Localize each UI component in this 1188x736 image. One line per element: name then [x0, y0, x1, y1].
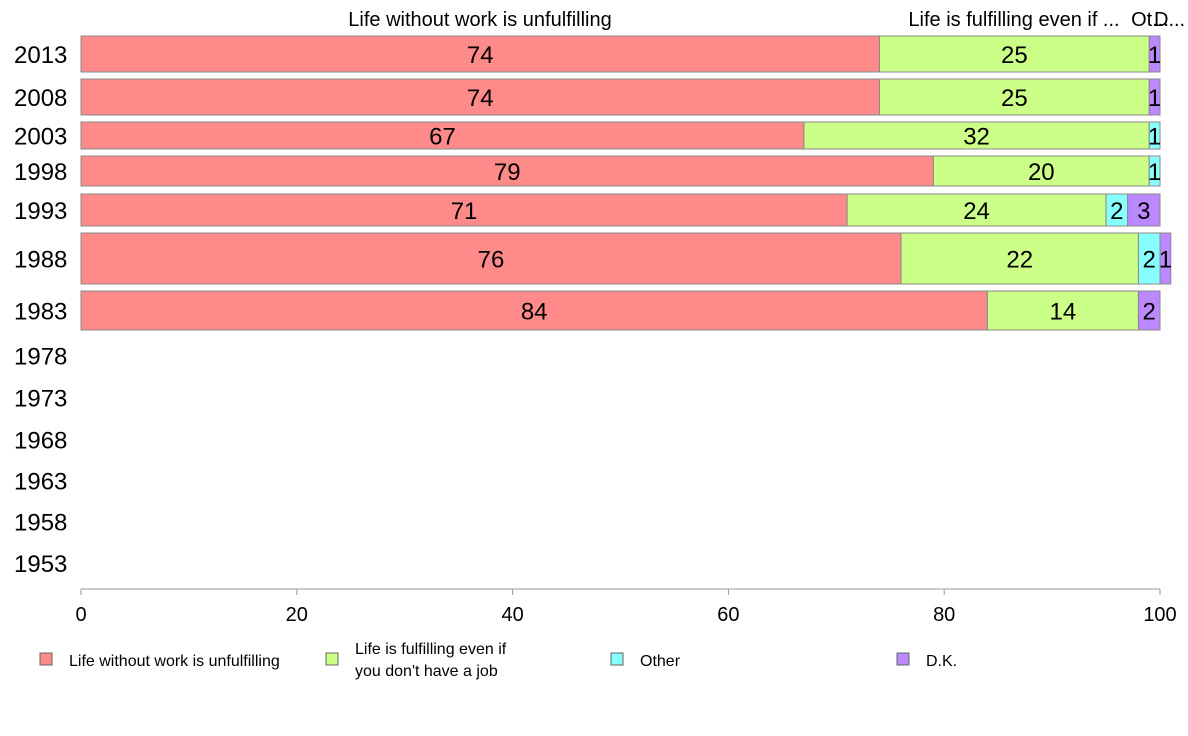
bar-segment	[80, 290, 988, 331]
bar-segment	[900, 232, 1139, 285]
bar-value-label: 20	[1028, 159, 1055, 186]
bar-value-label: 67	[429, 124, 456, 151]
legend-label: Other	[640, 653, 681, 670]
bar-segment	[80, 155, 934, 187]
y-axis-label: 1998	[14, 159, 67, 186]
bar-value-label: 22	[1006, 247, 1033, 274]
legend-swatch	[39, 652, 53, 666]
bar-value-label: 32	[963, 124, 990, 151]
bar-segment	[1127, 193, 1161, 227]
bar-value-label: 1	[1148, 159, 1161, 186]
bar-value-label: 79	[494, 159, 521, 186]
bar-value-label: 1	[1159, 247, 1172, 274]
bar-segment	[986, 290, 1139, 331]
bar-value-label: 25	[1001, 85, 1028, 112]
y-axis-label: 1963	[14, 469, 67, 496]
legend-label: Life without work is unfulfilling	[69, 653, 280, 670]
bar-segment	[1148, 78, 1161, 116]
bar-value-label: 74	[467, 85, 494, 112]
bar-segment	[1148, 35, 1161, 73]
y-axis-label: 1968	[14, 428, 67, 455]
bar-segment	[846, 193, 1107, 227]
top-series-label: Life without work is unfulfilling	[348, 9, 611, 31]
bar-value-label: 24	[963, 198, 990, 225]
bar-value-label: 3	[1137, 198, 1150, 225]
bar-segment	[80, 232, 902, 285]
bar-segment	[878, 35, 1150, 73]
bar-segment	[80, 193, 848, 227]
bar-value-label: 76	[478, 247, 505, 274]
y-axis-label: 2003	[14, 124, 67, 151]
bar-segment	[932, 155, 1150, 187]
bar-value-label: 74	[467, 42, 494, 69]
legend-swatch	[610, 652, 624, 666]
y-axis-label: 1958	[14, 510, 67, 537]
bar-value-label: 2	[1110, 198, 1123, 225]
top-series-label: Ot...	[1131, 9, 1169, 31]
top-series-label: Life is fulfilling even if ...	[908, 9, 1119, 31]
bar-value-label: 2	[1143, 247, 1156, 274]
bar-segment	[1148, 155, 1161, 187]
bar-segment	[1159, 232, 1172, 285]
bar-segment	[878, 78, 1150, 116]
bar-value-label: 84	[521, 299, 548, 326]
y-axis-label: 2008	[14, 85, 67, 112]
bar-value-label: 14	[1050, 299, 1077, 326]
bar-value-label: 1	[1148, 42, 1161, 69]
legend-label: you don't have a job	[355, 663, 498, 680]
bar-segment	[80, 78, 880, 116]
legend-label: D.K.	[926, 653, 957, 670]
x-tick-label: 40	[501, 604, 523, 626]
y-axis-label: 1973	[14, 386, 67, 413]
bar-value-label: 71	[451, 198, 478, 225]
y-axis-label: 1983	[14, 299, 67, 326]
x-tick-label: 100	[1143, 604, 1176, 626]
bar-value-label: 1	[1148, 124, 1161, 151]
legend-swatch	[325, 652, 339, 666]
top-series-label: D...	[1154, 9, 1185, 31]
legend-swatch	[896, 652, 910, 666]
x-tick-label: 60	[717, 604, 739, 626]
y-axis-label: 1953	[14, 551, 67, 578]
bar-value-label: 2	[1143, 299, 1156, 326]
bar-value-label: 1	[1148, 85, 1161, 112]
bar-segment	[1148, 121, 1161, 150]
bar-segment	[1137, 290, 1161, 331]
y-axis-label: 1993	[14, 198, 67, 225]
legend-label: Life is fulfilling even if	[355, 641, 507, 658]
y-axis-label: 1978	[14, 344, 67, 371]
x-tick-label: 80	[933, 604, 955, 626]
x-tick-label: 0	[75, 604, 86, 626]
y-axis-label: 2013	[14, 42, 67, 69]
x-tick-label: 20	[286, 604, 308, 626]
y-axis-label: 1988	[14, 247, 67, 274]
bar-segment	[80, 121, 805, 150]
bar-value-label: 25	[1001, 42, 1028, 69]
